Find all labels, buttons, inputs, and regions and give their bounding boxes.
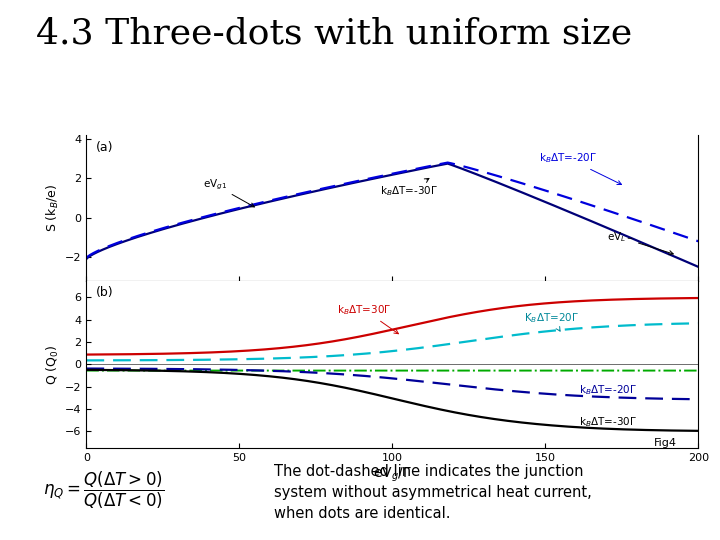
Text: (b): (b) [96,286,113,299]
Y-axis label: S (k$_B$/e): S (k$_B$/e) [45,184,61,232]
Text: eV$_{L-}$: eV$_{L-}$ [606,231,673,255]
Text: k$_B\Delta$T=-20$\Gamma$: k$_B\Delta$T=-20$\Gamma$ [579,383,637,397]
Text: K$_B\Delta$T=20$\Gamma$: K$_B\Delta$T=20$\Gamma$ [524,311,579,331]
Text: $\eta_Q = \dfrac{Q(\Delta T > 0)}{Q(\Delta T < 0)}$: $\eta_Q = \dfrac{Q(\Delta T > 0)}{Q(\Del… [43,470,164,511]
Text: k$_B\Delta$T=-30$\Gamma$: k$_B\Delta$T=-30$\Gamma$ [380,178,438,198]
Text: eV$_{g1}$: eV$_{g1}$ [203,178,254,207]
Text: Fig4: Fig4 [654,437,677,448]
Text: k$_B\Delta$T=-20$\Gamma$: k$_B\Delta$T=-20$\Gamma$ [539,152,621,185]
X-axis label: eV$_g$/$\Gamma$: eV$_g$/$\Gamma$ [373,466,412,484]
Y-axis label: Q (Q$_0$): Q (Q$_0$) [45,344,61,384]
Text: 4.3 Three-dots with uniform size: 4.3 Three-dots with uniform size [36,16,632,50]
Text: k$_B\Delta$T=30$\Gamma$: k$_B\Delta$T=30$\Gamma$ [337,303,398,334]
Text: k$_B\Delta$T=-30$\Gamma$: k$_B\Delta$T=-30$\Gamma$ [579,415,637,429]
Text: The dot-dashed line indicates the junction
system without asymmetrical heat curr: The dot-dashed line indicates the juncti… [274,464,591,522]
Text: (a): (a) [96,141,113,154]
